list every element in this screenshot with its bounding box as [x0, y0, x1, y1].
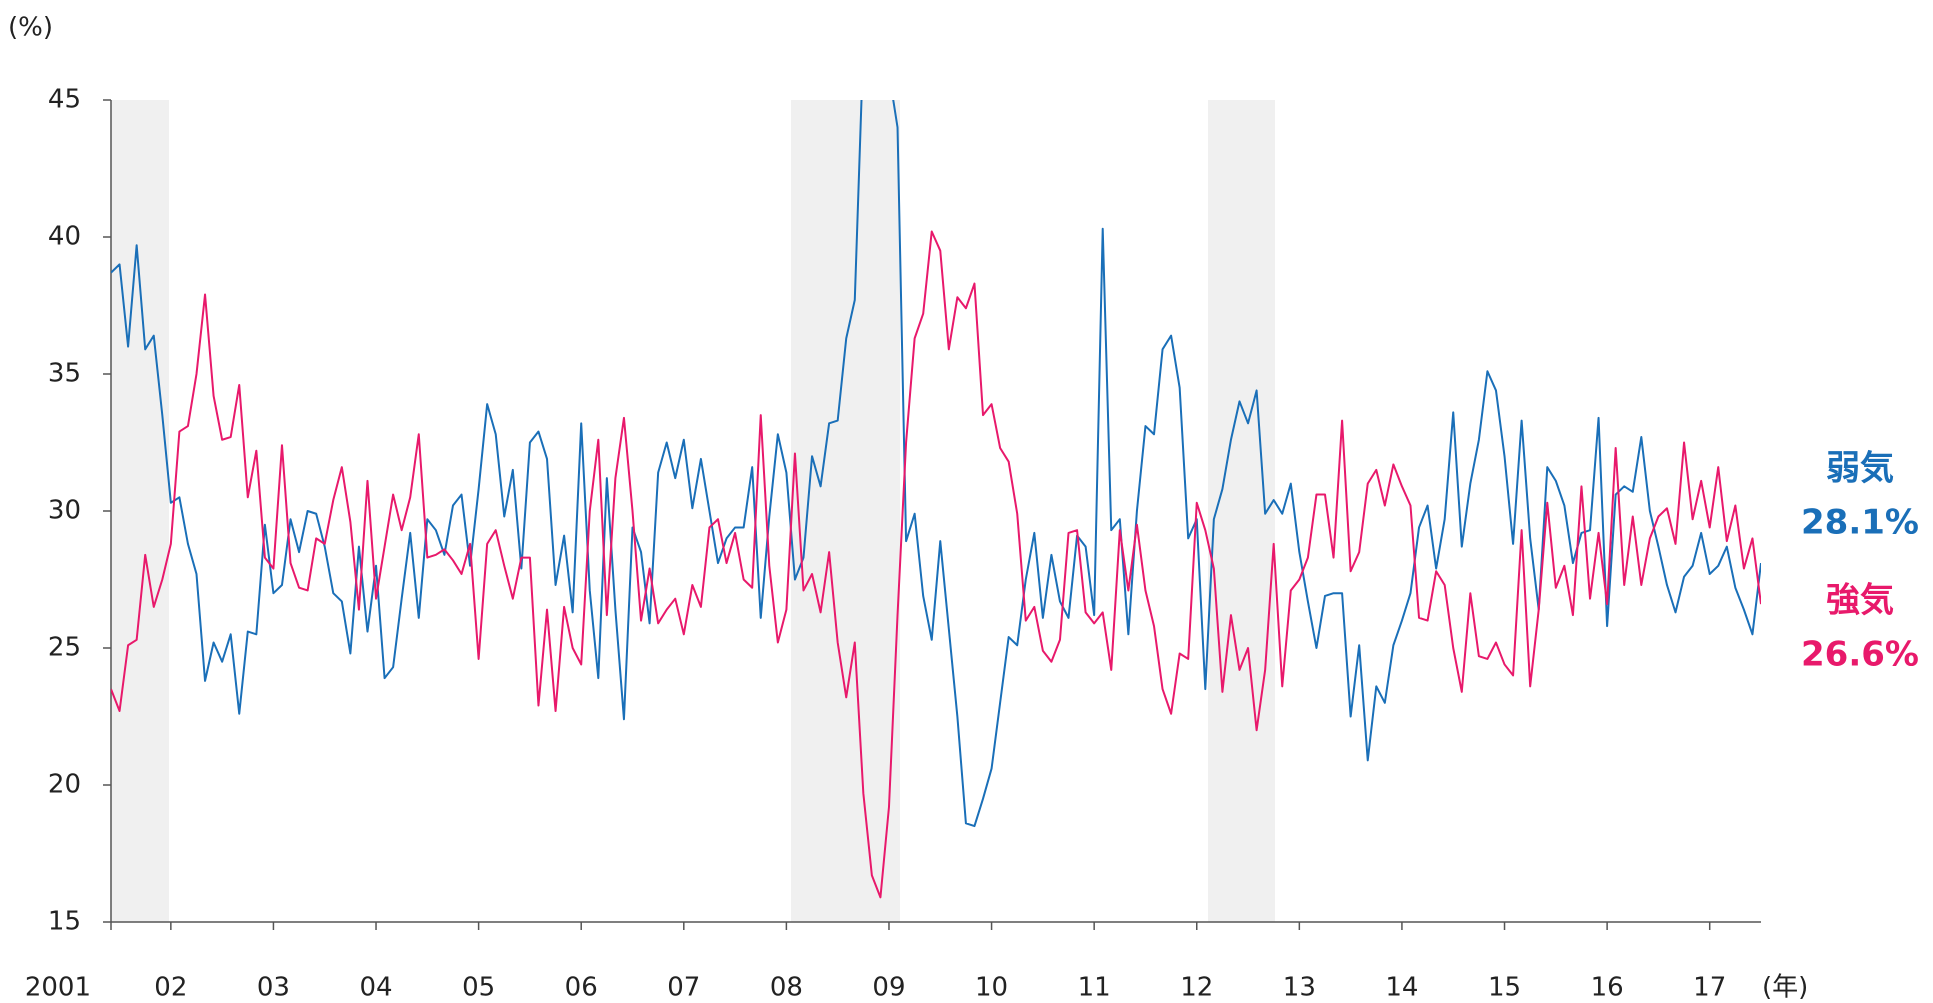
x-tick-label: 13 — [1283, 973, 1316, 1003]
annotation: 弱気 — [1826, 449, 1894, 489]
y-tick-label: 20 — [48, 770, 81, 800]
x-tick-label: 05 — [462, 973, 495, 1003]
annotation: 28.1% — [1801, 503, 1919, 543]
x-tick-label: 06 — [565, 973, 598, 1003]
recession-shade — [791, 100, 900, 922]
y-tick-label: 25 — [48, 633, 81, 663]
x-tick-label: 08 — [770, 973, 803, 1003]
annotation: 強気 — [1826, 581, 1894, 621]
x-tick-label: 17 — [1693, 973, 1726, 1003]
x-tick-label: 11 — [1078, 973, 1111, 1003]
x-tick-label: 15 — [1488, 973, 1521, 1003]
y-unit: (%) — [8, 13, 53, 43]
x-tick-label: 12 — [1180, 973, 1213, 1003]
y-tick-label: 40 — [48, 222, 81, 252]
x-tick-label: 02 — [154, 973, 187, 1003]
annotation: 26.6% — [1801, 635, 1919, 675]
series-line — [111, 230, 1761, 899]
y-tick-label: 35 — [48, 359, 81, 389]
x-tick-label: 10 — [975, 973, 1008, 1003]
recession-shade — [111, 100, 169, 922]
x-tick-label: 03 — [257, 973, 290, 1003]
recession-shade — [1208, 100, 1275, 922]
series-line — [111, 100, 1761, 828]
x-tick-label: 07 — [667, 973, 700, 1003]
x-tick-label: 04 — [359, 973, 392, 1003]
y-tick-label: 45 — [48, 85, 81, 115]
y-tick-label: 30 — [48, 496, 81, 526]
x-unit: (年) — [1762, 973, 1808, 1003]
x-tick-label: 09 — [872, 973, 905, 1003]
x-tick-label: 14 — [1385, 973, 1418, 1003]
y-tick-label: 15 — [48, 907, 81, 937]
x-tick-label: 2001 — [25, 973, 91, 1003]
x-tick-label: 16 — [1591, 973, 1624, 1003]
